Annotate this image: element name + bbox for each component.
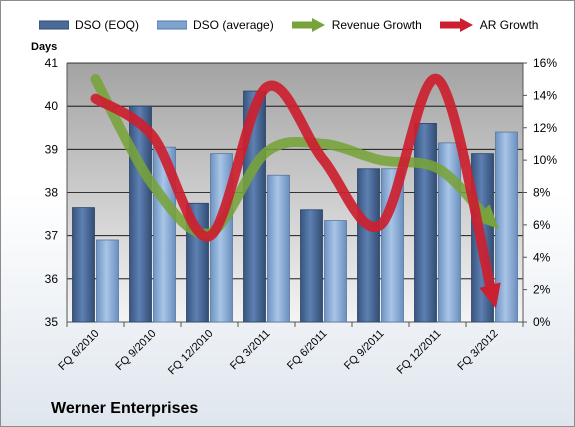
bar-dso-eoq (300, 209, 323, 323)
y-tick-label: 39 (45, 142, 59, 156)
legend-arrow-revenue-growth (291, 18, 325, 32)
x-tick-label: FQ 9/2011 (342, 328, 387, 373)
x-tick-label: FQ 9/2010 (113, 328, 158, 373)
company-name: Werner Enterprises (51, 400, 199, 417)
line-ar-growth (90, 74, 501, 309)
legend-label-ar-growth: AR Growth (479, 18, 539, 32)
y-axis-title: Days (31, 41, 58, 53)
y2-tick-label: 2% (533, 283, 551, 297)
legend-label-dso-average: DSO (average) (193, 18, 274, 32)
bar-dso-eoq (72, 207, 95, 323)
line-revenue-growth (90, 74, 499, 239)
legend-label-revenue-growth: Revenue Growth (331, 18, 422, 32)
bar-dso-eoq (414, 123, 437, 323)
legend-item-ar-growth: AR Growth (439, 17, 539, 33)
legend: DSO (EOQ) DSO (average) Revenue Growth A… (39, 17, 556, 33)
y-tick-label: 41 (45, 56, 59, 70)
y2-tick-label: 12% (533, 121, 557, 135)
legend-item-revenue-growth: Revenue Growth (291, 17, 422, 33)
bar-dso-average (96, 239, 119, 323)
y2-tick-label: 16% (533, 56, 557, 70)
x-tick-label: FQ 3/2011 (228, 328, 273, 373)
bar-dso-eoq (243, 90, 266, 323)
legend-item-dso-average: DSO (average) (157, 18, 274, 32)
x-tick-label: FQ 12/2010 (166, 328, 216, 378)
y2-tick-label: 0% (533, 315, 551, 329)
legend-label-dso-eoq: DSO (EOQ) (75, 18, 140, 32)
y2-tick-label: 6% (533, 218, 551, 232)
legend-arrow-ar-growth (439, 18, 473, 32)
bar-dso-eoq (357, 168, 380, 323)
y2-tick-label: 4% (533, 250, 551, 264)
y2-tick-label: 10% (533, 153, 557, 167)
legend-swatch-dso-average (157, 20, 188, 30)
bar-dso-average (495, 131, 518, 323)
y-tick-label: 38 (45, 186, 59, 200)
y-tick-label: 40 (45, 99, 59, 113)
bar-dso-eoq (129, 105, 152, 323)
y2-tick-label: 8% (533, 186, 551, 200)
legend-swatch-dso-eoq (39, 20, 69, 30)
y2-tick-label: 14% (533, 88, 557, 102)
y-tick-label: 37 (45, 229, 59, 243)
y-tick-label: 36 (45, 272, 59, 286)
x-tick-label: FQ 12/2011 (395, 328, 444, 377)
x-tick-label: FQ 6/2011 (285, 328, 330, 373)
bar-dso-average (267, 174, 290, 323)
y-tick-label: 35 (45, 315, 59, 329)
x-tick-label: FQ 6/2010 (56, 328, 101, 373)
x-tick-label: FQ 3/2012 (455, 328, 500, 373)
bar-dso-average (324, 220, 347, 323)
legend-item-dso-eoq: DSO (EOQ) (39, 18, 139, 32)
